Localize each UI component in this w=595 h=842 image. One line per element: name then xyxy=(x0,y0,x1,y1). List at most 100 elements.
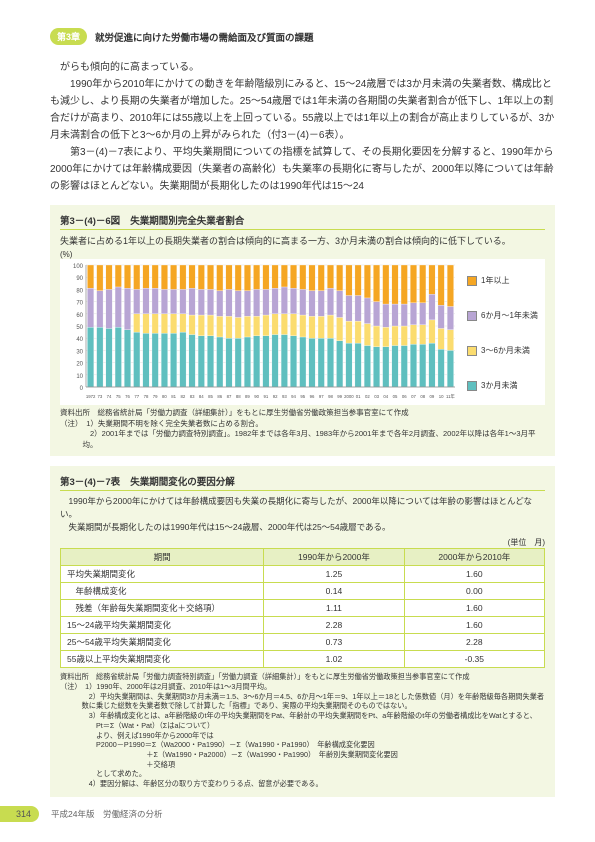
table-cell: 15～24歳平均失業期間変化 xyxy=(61,617,264,634)
stacked-bar-chart: 0102030405060708090100197273747576777879… xyxy=(64,263,459,403)
chart-legend: 1年以上 6か月～1年未満 3～6か月未満 3か月未満 xyxy=(459,263,541,403)
figure-subtitle: 失業者に占める1年以上の長期失業者の割合は傾向的に高まる一方、3か月未満の割合は… xyxy=(60,234,545,247)
table-note-line: ＋Σ（Wa1990・Pa2000）－Σ（Wa1990・Pa1990） 年齢別失業… xyxy=(60,750,545,760)
chapter-header: 第3章 就労促進に向けた労働市場の需給面及び質面の課題 xyxy=(50,28,555,45)
figure-header: 第3－(4)－6図 失業期間別完全失業者割合 xyxy=(60,213,545,230)
svg-text:88: 88 xyxy=(236,394,241,399)
table-note-line: 4）要因分解は、年齢区分の取り方で変わりうる点、留意が必要である。 xyxy=(60,779,545,789)
svg-text:83: 83 xyxy=(190,394,195,399)
svg-text:87: 87 xyxy=(227,394,232,399)
table-note-line: より、例えば1990年から2000年では xyxy=(60,731,545,741)
footer-text: 平成24年版 労働経済の分析 xyxy=(51,808,162,820)
legend-swatch xyxy=(467,381,477,391)
table-notes: 資料出所 総務省統計局「労働力調査特別調査」「労働力調査（詳細集計）」をもとに厚… xyxy=(60,672,545,789)
legend-label: 1年以上 xyxy=(481,275,509,286)
legend-item: 6か月～1年未満 xyxy=(467,310,541,321)
page-footer: 314 平成24年版 労働経済の分析 xyxy=(0,806,595,822)
svg-text:80: 80 xyxy=(76,288,83,294)
table-row: 残差（年齢毎失業期間変化＋交絡項）1.111.60 xyxy=(61,600,545,617)
table-cell: 1.02 xyxy=(264,651,404,668)
svg-text:02: 02 xyxy=(365,394,370,399)
svg-text:10: 10 xyxy=(439,394,444,399)
svg-text:76: 76 xyxy=(125,394,130,399)
svg-text:74: 74 xyxy=(107,394,112,399)
table-cell: 年齢構成変化 xyxy=(61,583,264,600)
table-number: 第3－(4)－7表 xyxy=(60,474,120,488)
figure-note-line: 2）2001年までは「労働力調査特別調査」。1982年までは各年3月、1983年… xyxy=(60,429,545,450)
svg-text:03: 03 xyxy=(374,394,379,399)
table-column-header: 期間 xyxy=(61,549,264,566)
svg-text:09: 09 xyxy=(430,394,435,399)
table-cell: 1.60 xyxy=(404,600,544,617)
figure-notes: 資料出所 総務省統計局「労働力調査（詳細集計）」をもとに厚生労働省労働政策担当参… xyxy=(60,408,545,450)
figure-title: 失業期間別完全失業者割合 xyxy=(130,213,244,227)
table-unit: (単位 月) xyxy=(60,537,545,548)
table-note-line: として求めた。 xyxy=(60,769,545,779)
table-cell: 2.28 xyxy=(404,634,544,651)
svg-text:82: 82 xyxy=(180,394,185,399)
table-title: 失業期間変化の要因分解 xyxy=(130,474,235,488)
body-text: がらも傾向的に高まっている。 1990年から2010年にかけての動きを年齢階級別… xyxy=(50,59,555,195)
svg-text:96: 96 xyxy=(310,394,315,399)
table-note-line: ＋交絡項 xyxy=(60,760,545,770)
table-note-line: （注） 1）1990年、2000年は2月調査、2010年は1～3月間平均。 xyxy=(60,682,545,692)
svg-text:81: 81 xyxy=(171,394,176,399)
svg-text:95: 95 xyxy=(300,394,305,399)
table-cell: 0.14 xyxy=(264,583,404,600)
table-cell: 55歳以上平均失業期間変化 xyxy=(61,651,264,668)
legend-item: 3～6か月未満 xyxy=(467,345,541,356)
svg-text:06: 06 xyxy=(402,394,407,399)
svg-text:1972: 1972 xyxy=(86,394,96,399)
table-note-line: 3）年齢構成変化とは、a年齢階級のt年の平均失業期間をPat、年齢計の平均失業期… xyxy=(60,711,545,721)
figure-note-line: （注） 1）失業期間不明を除く完全失業者数に占める割合。 xyxy=(60,419,545,430)
table-note-line: 資料出所 総務省統計局「労働力調査特別調査」「労働力調査（詳細集計）」をもとに厚… xyxy=(60,672,545,682)
figure-box: 第3－(4)－6図 失業期間別完全失業者割合 失業者に占める1年以上の長期失業者… xyxy=(50,205,555,456)
table-cell: 残差（年齢毎失業期間変化＋交絡項） xyxy=(61,600,264,617)
legend-swatch xyxy=(467,311,477,321)
svg-text:0: 0 xyxy=(80,386,84,392)
svg-text:04: 04 xyxy=(383,394,388,399)
table-row: 平均失業期間変化1.251.60 xyxy=(61,566,545,583)
svg-text:11年: 11年 xyxy=(446,393,455,400)
table-desc-line: 1990年から2000年にかけては年齢構成要因も失業の長期化に寄与したが、200… xyxy=(60,495,545,521)
table-cell: 1.60 xyxy=(404,566,544,583)
table-description: 1990年から2000年にかけては年齢構成要因も失業の長期化に寄与したが、200… xyxy=(60,495,545,533)
svg-text:40: 40 xyxy=(76,337,83,343)
legend-item: 3か月未満 xyxy=(467,380,541,391)
table-column-header: 1990年から2000年 xyxy=(264,549,404,566)
svg-text:85: 85 xyxy=(208,394,213,399)
table-note-line: 2）平均失業期間は、失業期間3か月未満＝1.5、3～6か月＝4.5、6か月～1年… xyxy=(60,692,545,711)
svg-text:84: 84 xyxy=(199,394,204,399)
chapter-title: 就労促進に向けた労働市場の需給面及び質面の課題 xyxy=(95,30,314,44)
body-paragraph: 第3－(4)－7表により、平均失業期間についての指標を試算して、その長期化要因を… xyxy=(50,144,555,195)
table-column-header: 2000年から2010年 xyxy=(404,549,544,566)
svg-text:86: 86 xyxy=(217,394,222,399)
svg-text:90: 90 xyxy=(254,394,259,399)
legend-label: 3～6か月未満 xyxy=(481,345,530,356)
y-axis-unit: (%) xyxy=(60,250,545,259)
data-table: 期間1990年から2000年2000年から2010年平均失業期間変化1.251.… xyxy=(60,548,545,668)
svg-text:94: 94 xyxy=(291,394,296,399)
table-row: 55歳以上平均失業期間変化1.02-0.35 xyxy=(61,651,545,668)
table-cell: 2.28 xyxy=(264,617,404,634)
svg-text:99: 99 xyxy=(337,394,342,399)
svg-text:77: 77 xyxy=(134,394,139,399)
legend-item: 1年以上 xyxy=(467,275,541,286)
svg-text:98: 98 xyxy=(328,394,333,399)
table-box: 第3－(4)－7表 失業期間変化の要因分解 1990年から2000年にかけては年… xyxy=(50,466,555,797)
svg-text:100: 100 xyxy=(73,264,84,270)
svg-text:78: 78 xyxy=(144,394,149,399)
table-cell: 0.73 xyxy=(264,634,404,651)
chart-wrap: 0102030405060708090100197273747576777879… xyxy=(60,259,545,405)
svg-text:05: 05 xyxy=(393,394,398,399)
table-cell: 1.60 xyxy=(404,617,544,634)
svg-text:2000: 2000 xyxy=(344,394,354,399)
table-note-line: P2000－P1990＝Σ（Wa2000・Pa1990）－Σ（Wa1990・Pa… xyxy=(60,740,545,750)
svg-text:92: 92 xyxy=(273,394,278,399)
svg-text:80: 80 xyxy=(162,394,167,399)
svg-text:93: 93 xyxy=(282,394,287,399)
table-cell: 1.25 xyxy=(264,566,404,583)
table-cell: 平均失業期間変化 xyxy=(61,566,264,583)
table-cell: 1.11 xyxy=(264,600,404,617)
svg-text:73: 73 xyxy=(97,394,102,399)
